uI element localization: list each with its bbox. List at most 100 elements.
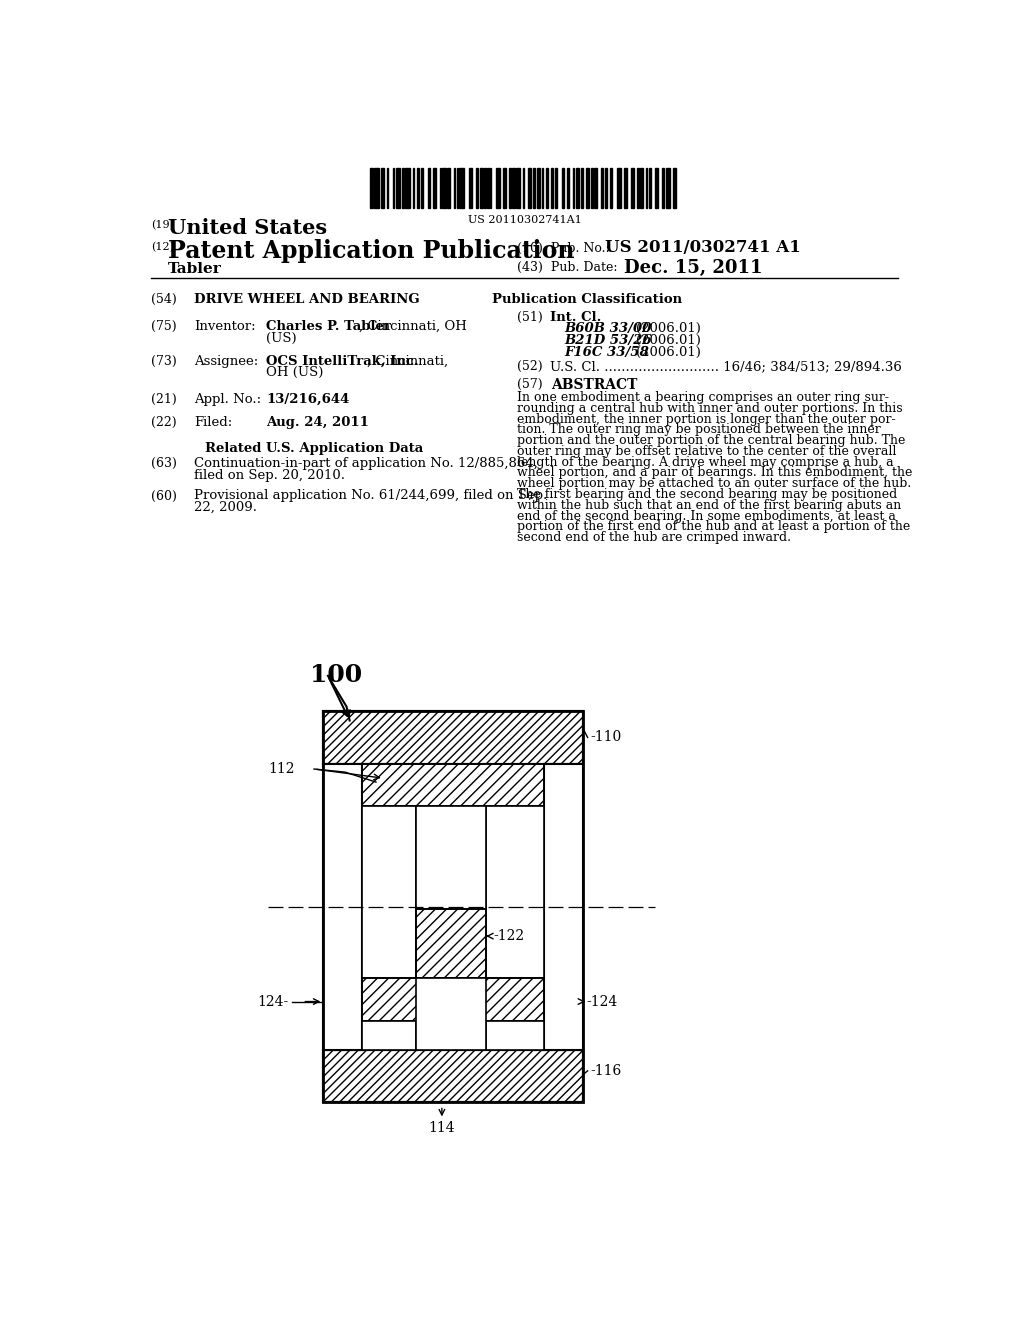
Text: 13/216,644: 13/216,644	[266, 393, 349, 407]
Text: United States: United States	[168, 218, 328, 238]
Bar	[523, 168, 524, 207]
Bar	[538, 168, 540, 207]
Bar	[591, 168, 593, 207]
Bar	[428, 168, 430, 207]
Bar	[324, 711, 583, 1102]
Text: OCS IntelliTrak, Inc.: OCS IntelliTrak, Inc.	[266, 355, 419, 368]
Text: -122: -122	[494, 929, 525, 942]
Bar	[512, 168, 515, 207]
Text: (10)  Pub. No.:: (10) Pub. No.:	[517, 242, 609, 255]
Bar	[460, 168, 464, 207]
Bar	[646, 168, 647, 207]
Bar	[496, 168, 500, 207]
Text: filed on Sep. 20, 2010.: filed on Sep. 20, 2010.	[194, 469, 345, 482]
Text: 100: 100	[310, 663, 362, 686]
Text: Related U.S. Application Data: Related U.S. Application Data	[205, 442, 423, 455]
Text: B60B 33/00: B60B 33/00	[564, 322, 652, 335]
Bar	[546, 168, 548, 207]
Text: (63): (63)	[152, 457, 177, 470]
Text: wheel portion, and a pair of bearings. In this embodiment, the: wheel portion, and a pair of bearings. I…	[517, 466, 912, 479]
Bar	[516, 168, 520, 207]
Text: 124-: 124-	[257, 994, 289, 1008]
Text: Publication Classification: Publication Classification	[492, 293, 682, 306]
Text: outer ring may be offset relative to the center of the overall: outer ring may be offset relative to the…	[517, 445, 896, 458]
Text: B21D 53/26: B21D 53/26	[564, 334, 652, 347]
Bar	[395, 168, 400, 207]
Bar	[402, 168, 404, 207]
Bar	[544, 763, 583, 1051]
Text: (57): (57)	[517, 378, 543, 391]
Bar	[414, 168, 415, 207]
Bar	[587, 168, 589, 207]
Bar	[417, 909, 486, 978]
Text: Dec. 15, 2011: Dec. 15, 2011	[624, 259, 763, 276]
Bar	[417, 978, 486, 1051]
Text: Charles P. Tabler: Charles P. Tabler	[266, 321, 391, 333]
Bar	[528, 168, 531, 207]
Bar	[324, 763, 362, 1051]
Text: (2006.01): (2006.01)	[636, 346, 700, 359]
Text: -116: -116	[591, 1064, 622, 1078]
Bar	[362, 978, 544, 1020]
Text: embodiment, the inner portion is longer than the outer por-: embodiment, the inner portion is longer …	[517, 412, 896, 425]
Text: rounding a central hub with inner and outer portions. In this: rounding a central hub with inner and ou…	[517, 401, 903, 414]
Text: F16C 33/58: F16C 33/58	[564, 346, 649, 359]
Bar	[567, 168, 569, 207]
Bar	[433, 168, 436, 207]
Bar	[370, 168, 373, 207]
Bar	[489, 168, 492, 207]
Bar	[487, 168, 488, 207]
Bar	[480, 168, 482, 207]
Bar	[562, 168, 563, 207]
Text: (22): (22)	[152, 416, 177, 429]
Text: -110: -110	[591, 730, 622, 744]
Bar	[551, 168, 554, 207]
Bar	[324, 711, 583, 763]
Bar	[375, 168, 379, 207]
Bar	[632, 168, 635, 207]
Bar	[637, 168, 639, 207]
Bar	[362, 978, 544, 1020]
Bar	[324, 1051, 583, 1102]
Text: within the hub such that an end of the first bearing abuts an: within the hub such that an end of the f…	[517, 499, 901, 512]
Text: Patent Application Publication: Patent Application Publication	[168, 239, 574, 263]
Bar	[417, 909, 486, 978]
Bar	[486, 1020, 544, 1051]
Bar	[324, 1051, 583, 1102]
Bar	[442, 168, 446, 207]
Text: , Cincinnati, OH: , Cincinnati, OH	[359, 321, 467, 333]
Bar	[362, 763, 544, 807]
Bar	[476, 168, 478, 207]
Text: end of the second bearing. In some embodiments, at least a: end of the second bearing. In some embod…	[517, 510, 896, 523]
Text: , Cincinnati,: , Cincinnati,	[367, 355, 447, 368]
Text: In one embodiment a bearing comprises an outer ring sur-: In one embodiment a bearing comprises an…	[517, 391, 889, 404]
Text: US 20110302741A1: US 20110302741A1	[468, 215, 582, 226]
Text: U.S. Cl. ........................... 16/46; 384/513; 29/894.36: U.S. Cl. ........................... 16/…	[550, 360, 902, 374]
Bar	[577, 168, 579, 207]
Text: Int. Cl.: Int. Cl.	[550, 312, 602, 323]
Text: 22, 2009.: 22, 2009.	[194, 502, 257, 513]
Text: 114: 114	[429, 1121, 456, 1135]
Bar	[649, 168, 650, 207]
Text: -124: -124	[587, 994, 618, 1008]
Text: length of the bearing. A drive wheel may comprise a hub, a: length of the bearing. A drive wheel may…	[517, 455, 894, 469]
Text: Inventor:: Inventor:	[194, 321, 256, 333]
Text: (60): (60)	[152, 490, 177, 503]
Bar	[616, 168, 622, 207]
Text: (75): (75)	[152, 321, 177, 333]
Bar	[673, 168, 676, 207]
Bar	[555, 168, 557, 207]
Text: ABSTRACT: ABSTRACT	[551, 378, 638, 392]
Bar	[454, 168, 455, 207]
Bar	[469, 168, 472, 207]
Bar	[483, 168, 486, 207]
Text: (43)  Pub. Date:: (43) Pub. Date:	[517, 261, 617, 273]
Bar	[640, 168, 643, 207]
Bar	[421, 168, 423, 207]
Text: (51): (51)	[517, 312, 543, 323]
Bar	[655, 168, 657, 207]
Bar	[362, 763, 544, 807]
Bar	[418, 168, 419, 207]
Text: portion and the outer portion of the central bearing hub. The: portion and the outer portion of the cen…	[517, 434, 905, 447]
Bar	[581, 168, 583, 207]
